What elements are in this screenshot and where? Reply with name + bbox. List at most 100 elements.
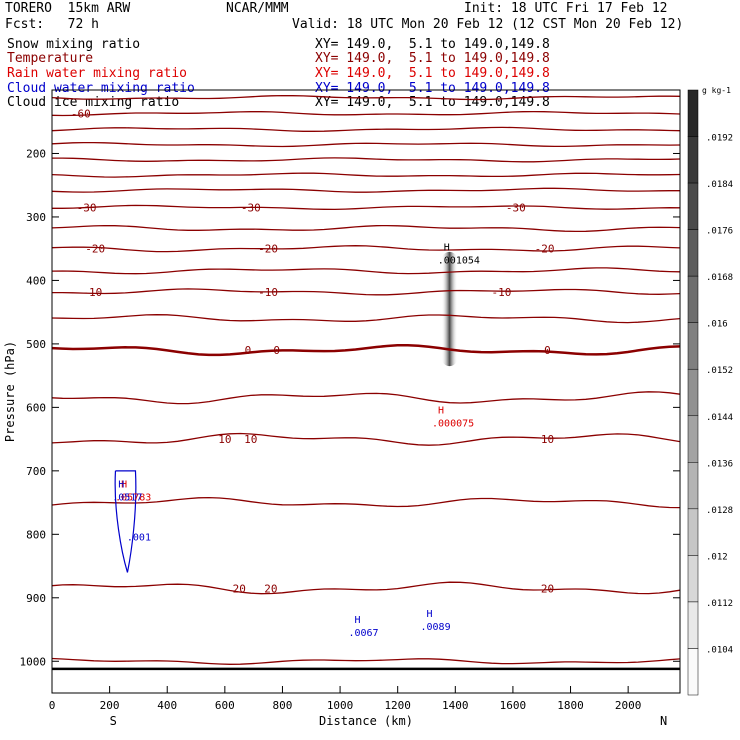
- isotherm-line: [51, 110, 681, 117]
- colorbar-tick-label: .0144: [706, 413, 733, 423]
- x-tick-label: 1600: [500, 699, 527, 712]
- isotherm-line: [52, 288, 681, 296]
- isotherm-line: [51, 314, 681, 324]
- extremum-value: .000075: [432, 419, 474, 430]
- x-tick-label: 400: [157, 699, 177, 712]
- y-tick-label: 700: [26, 465, 46, 478]
- plot-frame: [51, 89, 681, 694]
- extremum-marker: H: [354, 615, 360, 626]
- model-label: TORERO 15km ARW: [5, 1, 131, 16]
- colorbar-tick-label: .0128: [706, 506, 733, 516]
- colorbar-tick-label: .016: [706, 320, 728, 330]
- x-axis-title: Distance (km): [319, 714, 413, 728]
- extremum-marker: H: [121, 479, 127, 490]
- isotherm-line: [51, 267, 681, 275]
- x-tick-label: 1000: [327, 699, 354, 712]
- x-tick-label: 1400: [442, 699, 469, 712]
- legend-info-rain: XY= 149.0, 5.1 to 149.0,149.8: [315, 66, 550, 81]
- colorbar-tick-label: .0192: [706, 134, 733, 144]
- isotherm-line: [51, 94, 681, 101]
- x-tick-label: 200: [100, 699, 120, 712]
- isotherm-line: [52, 157, 681, 163]
- isotherm-line: [51, 391, 681, 405]
- isotherm-label: -30: [241, 201, 261, 214]
- colorbar-tick-label: .0168: [706, 273, 733, 283]
- colorbar-swatch: [687, 508, 699, 556]
- legend-name-cloud-water: Cloud water mixing ratio: [7, 81, 195, 96]
- colorbar-swatch: [687, 601, 699, 649]
- colorbar-swatch: [687, 555, 699, 603]
- colorbar-swatch: [687, 322, 699, 370]
- legend-name-cloud-ice: Cloud ice mixing ratio: [7, 95, 180, 110]
- center-label: NCAR/MMM: [226, 1, 289, 16]
- colorbar-tick-label: .0112: [706, 599, 733, 609]
- x-tick-label: 1200: [384, 699, 411, 712]
- colorbar-units: g kg-1: [702, 86, 731, 95]
- y-tick-label: 400: [26, 274, 46, 287]
- isotherm-label: -20: [535, 243, 555, 256]
- isotherm-label: 10: [244, 433, 257, 446]
- isotherm-label: -30: [506, 201, 526, 214]
- isotherm-label: -10: [491, 286, 511, 299]
- isotherm-label: 0: [544, 344, 551, 357]
- isotherm-line: [51, 343, 681, 357]
- isotherm-label: 10: [218, 433, 231, 446]
- colorbar-swatch: [687, 136, 699, 184]
- y-tick-label: 900: [26, 592, 46, 605]
- isotherm-line: [51, 126, 681, 132]
- colorbar-tick-label: .0136: [706, 459, 733, 469]
- legend-info-snow: XY= 149.0, 5.1 to 149.0,149.8: [315, 37, 550, 52]
- isotherm-line: [51, 224, 681, 233]
- isotherm-line: [51, 141, 681, 148]
- isotherm-label: -10: [82, 286, 102, 299]
- isotherm-line: [51, 581, 681, 595]
- x-end-label-right: N: [660, 714, 667, 728]
- isotherm-line: [52, 204, 681, 211]
- extremum-marker: H: [444, 243, 450, 254]
- isotherm-label: 20: [541, 582, 554, 595]
- colorbar-swatch: [687, 648, 699, 696]
- x-tick-label: 0: [49, 699, 56, 712]
- snow-plume: [441, 251, 458, 367]
- colorbar-tick-label: .0184: [706, 180, 733, 190]
- extremum-value: .001054: [438, 256, 480, 267]
- isotherm-label: 20: [233, 582, 246, 595]
- legend-name-temperature: Temperature: [7, 51, 94, 66]
- x-tick-label: 1800: [557, 699, 584, 712]
- colorbar-tick-label: .0104: [706, 645, 733, 655]
- isotherm-line: [51, 187, 680, 193]
- isotherm-label: 10: [541, 433, 554, 446]
- isotherm-label: -10: [258, 286, 278, 299]
- isotherm-label: 20: [264, 582, 277, 595]
- isotherm-line: [51, 496, 681, 509]
- y-tick-label: 600: [26, 401, 46, 414]
- legend-name-rain: Rain water mixing ratio: [7, 66, 188, 81]
- y-tick-label: 800: [26, 528, 46, 541]
- isotherm-label: -60: [71, 107, 91, 120]
- isotherm-label: -30: [77, 201, 97, 214]
- x-tick-label: 600: [215, 699, 235, 712]
- isotherm-label: 0: [273, 344, 280, 357]
- isotherm-label: -20: [85, 243, 105, 256]
- isotherm-line: [51, 657, 681, 665]
- colorbar-tick-label: .012: [706, 552, 728, 562]
- x-tick-label: 2000: [615, 699, 642, 712]
- extremum-value: .0517: [112, 492, 142, 503]
- y-tick-label: 1000: [20, 655, 47, 668]
- colorbar-swatch: [687, 368, 699, 417]
- extremum-marker: H: [426, 609, 432, 620]
- extremum-value: .0067: [348, 628, 378, 639]
- x-tick-label: 800: [273, 699, 293, 712]
- y-tick-label: 200: [26, 147, 46, 160]
- colorbar-tick-label: .0152: [706, 366, 733, 376]
- isotherm-line: [51, 245, 681, 253]
- colorbar-swatch: [687, 229, 699, 277]
- init-time: Init: 18 UTC Fri 17 Feb 12: [464, 1, 668, 16]
- y-axis-title: Pressure (hPa): [3, 341, 17, 442]
- extremum-marker: H: [118, 479, 124, 490]
- isotherm-label: -20: [258, 243, 278, 256]
- colorbar-swatch: [687, 415, 699, 463]
- extremum-value: .0089: [420, 622, 450, 633]
- cloud-water-contour: [114, 470, 137, 573]
